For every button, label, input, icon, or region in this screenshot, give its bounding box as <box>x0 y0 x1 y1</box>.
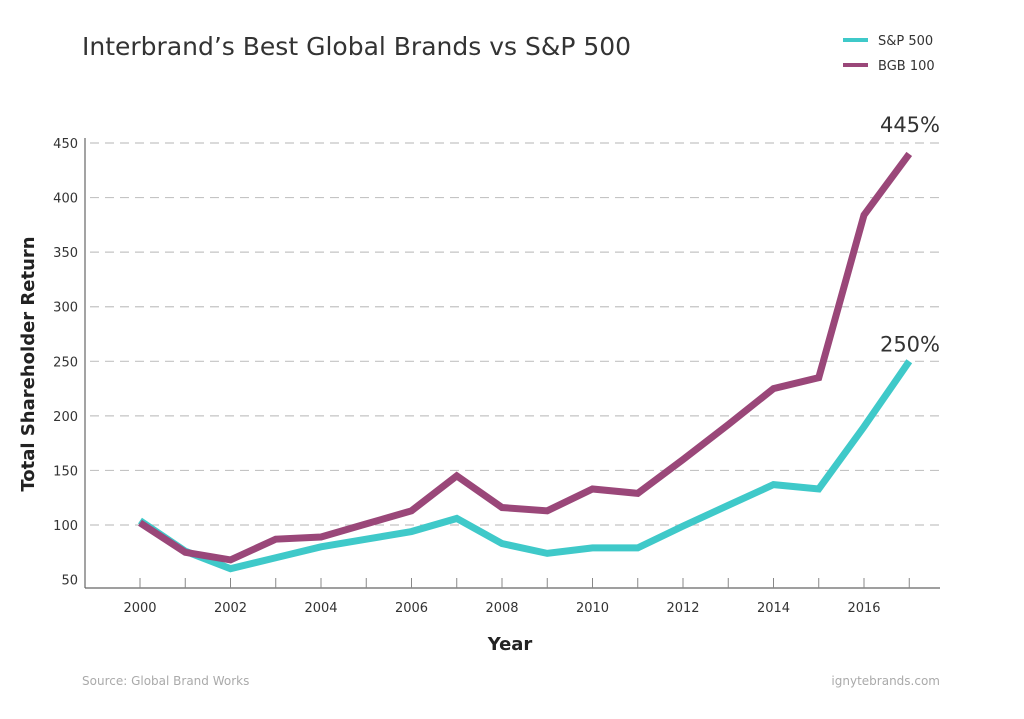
y-tick-label: 150 <box>53 464 78 479</box>
y-tick-label: 300 <box>53 301 78 316</box>
credit-note: ignytebrands.com <box>831 674 940 688</box>
chart-title: Interbrand’s Best Global Brands vs S&P 5… <box>82 32 631 61</box>
y-tick-label: 100 <box>53 519 78 534</box>
y-tick-label: 250 <box>53 355 78 370</box>
y-tick-label: 50 <box>61 574 78 589</box>
x-tick-label: 2012 <box>666 601 699 616</box>
end-value-label: 250% <box>880 332 940 356</box>
y-tick-label: 200 <box>53 410 78 425</box>
y-tick-label: 350 <box>53 246 78 261</box>
y-tick-label: 400 <box>53 192 78 207</box>
axes: 50 100 150 200 250 300 350 400 450 2000 2002 2004 20… <box>53 137 940 616</box>
source-note: Source: Global Brand Works <box>82 674 249 688</box>
x-tick-label: 2016 <box>847 601 880 616</box>
x-tick-label: 2010 <box>576 601 609 616</box>
x-axis-label: Year <box>487 634 533 655</box>
gridlines <box>90 142 940 526</box>
legend-label: BGB 100 <box>878 59 935 74</box>
y-axis-label: Total Shareholder Return <box>18 236 39 491</box>
x-tick-label: 2004 <box>304 601 337 616</box>
x-tick-label: 2006 <box>395 601 428 616</box>
y-tick-label: 450 <box>53 137 78 152</box>
x-tick-label: 2014 <box>757 601 790 616</box>
legend: S&P 500 BGB 100 <box>843 34 935 74</box>
series-line-bgb-100 <box>138 151 913 564</box>
legend-label: S&P 500 <box>878 34 933 49</box>
end-value-label: 445% <box>880 113 940 137</box>
x-tick-label: 2000 <box>123 601 156 616</box>
series-line-sp-500 <box>138 359 913 573</box>
series-lines: 250% 445% <box>138 113 940 573</box>
x-tick-label: 2002 <box>214 601 247 616</box>
x-tick-label: 2008 <box>485 601 518 616</box>
